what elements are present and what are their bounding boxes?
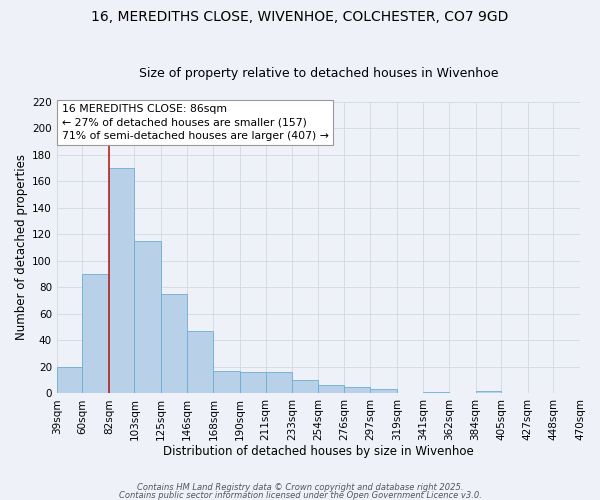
Bar: [292, 380, 318, 394]
Bar: [266, 372, 292, 394]
Bar: [424, 392, 449, 394]
Text: Contains HM Land Registry data © Crown copyright and database right 2025.: Contains HM Land Registry data © Crown c…: [137, 484, 463, 492]
Bar: [109, 168, 134, 394]
Title: Size of property relative to detached houses in Wivenhoe: Size of property relative to detached ho…: [139, 66, 498, 80]
X-axis label: Distribution of detached houses by size in Wivenhoe: Distribution of detached houses by size …: [163, 444, 474, 458]
Bar: [476, 390, 501, 394]
Bar: [318, 386, 344, 394]
Bar: [161, 294, 187, 394]
Text: 16 MEREDITHS CLOSE: 86sqm
← 27% of detached houses are smaller (157)
71% of semi: 16 MEREDITHS CLOSE: 86sqm ← 27% of detac…: [62, 104, 329, 141]
Bar: [82, 274, 109, 394]
Text: Contains public sector information licensed under the Open Government Licence v3: Contains public sector information licen…: [119, 490, 481, 500]
Text: 16, MEREDITHS CLOSE, WIVENHOE, COLCHESTER, CO7 9GD: 16, MEREDITHS CLOSE, WIVENHOE, COLCHESTE…: [91, 10, 509, 24]
Y-axis label: Number of detached properties: Number of detached properties: [15, 154, 28, 340]
Bar: [370, 390, 397, 394]
Bar: [344, 386, 370, 394]
Bar: [187, 331, 214, 394]
Bar: [240, 372, 266, 394]
Bar: [57, 367, 82, 394]
Bar: [214, 371, 240, 394]
Bar: [134, 241, 161, 394]
